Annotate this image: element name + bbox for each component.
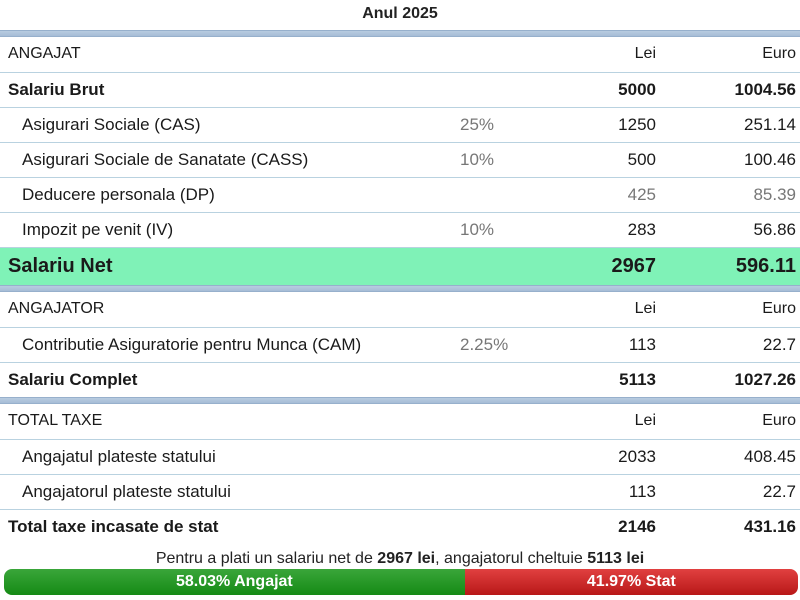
row-euro-value: 1004.56 [660,72,800,108]
summary-sentence: Pentru a plati un salariu net de 2967 le… [0,544,800,574]
table-row-angajatorul-plateste-statului: Angajatorul plateste statului 113 22.7 [0,474,800,510]
euro-column-header: Euro [660,292,800,328]
row-lei-value: 1250 [520,107,660,143]
row-euro-value: 22.7 [660,327,800,363]
row-percent [430,177,520,213]
row-euro-value: 408.45 [660,439,800,475]
row-percent: 10% [430,212,520,248]
row-label: Asigurari Sociale (CAS) [0,107,430,143]
summary-total-value: 5113 lei [587,550,645,567]
row-lei-value: 500 [520,142,660,178]
row-euro-value: 251.14 [660,107,800,143]
euro-column-header: Euro [660,404,800,440]
section-separator [0,397,800,404]
year-title: Anul 2025 [362,5,438,22]
row-percent: 25% [430,107,520,143]
table-row-asigurari-sociale-cas: Asigurari Sociale (CAS) 25% 1250 251.14 [0,107,800,143]
net-salary-row: Salariu Net 2967 596.11 [0,247,800,285]
row-euro-value: 56.86 [660,212,800,248]
section-separator [0,30,800,37]
row-euro-value: 431.16 [744,516,796,536]
row-percent [430,247,520,285]
row-lei-value: 2146 [618,516,656,536]
net-salary-label: Salariu Net [0,247,430,285]
row-percent: 2.25% [430,327,520,363]
row-percent [430,362,520,397]
table-row-deducere-personala-dp: Deducere personala (DP) 425 85.39 [0,177,800,213]
row-label: Contributie Asiguratorie pentru Munca (C… [0,327,430,363]
euro-column-header: Euro [660,37,800,73]
employer-table: ANGAJATOR Lei Euro Contributie Asigurato… [0,292,800,397]
table-row-total-taxe-incasate-de-stat: Total taxe incasate de stat 2146 431.16 [0,509,800,544]
row-label: Angajatorul plateste statului [0,474,430,510]
row-lei-value: 283 [520,212,660,248]
row-lei-value: 5113 [619,369,656,389]
row-label: Salariu Brut [0,72,430,108]
row-euro-value: 85.39 [660,177,800,213]
section-title: TOTAL TAXE [0,404,430,440]
split-bar: 58.03% Angajat 41.97% Stat [4,569,798,595]
row-lei-value: 2033 [520,439,660,475]
row-percent: 10% [430,142,520,178]
employer-header-row: ANGAJATOR Lei Euro [0,292,800,328]
lei-column-header: Lei [520,404,660,440]
row-lei-value: 5000 [520,72,660,108]
row-label: Impozit pe venit (IV) [0,212,430,248]
net-salary-lei: 2967 [520,247,660,285]
table-row-asigurari-sociale-de-sanatate-cass: Asigurari Sociale de Sanatate (CASS) 10% 5… [0,142,800,178]
row-percent [430,509,520,544]
lei-column-header: Lei [520,292,660,328]
table-row-impozit-pe-venit-iv: Impozit pe venit (IV) 10% 283 56.86 [0,212,800,248]
row-label: Salariu Complet [8,369,138,389]
row-lei-value: 113 [520,327,660,363]
lei-column-header: Lei [520,37,660,73]
table-row-salariu-brut: Salariu Brut 5000 1004.56 [0,72,800,108]
taxes-header-row: TOTAL TAXE Lei Euro [0,404,800,440]
net-salary-euro: 596.11 [660,247,800,285]
row-label: Angajatul plateste statului [0,439,430,475]
row-percent [430,439,520,475]
row-label: Asigurari Sociale de Sanatate (CASS) [0,142,430,178]
row-lei-value: 425 [520,177,660,213]
table-row-contributie-asiguratorie-pentru-munca-cam: Contributie Asiguratorie pentru Munca (C… [0,327,800,363]
employee-header-row: ANGAJAT Lei Euro [0,37,800,73]
row-percent [430,474,520,510]
row-euro-value: 22.7 [660,474,800,510]
table-row-salariu-complet: Salariu Complet 5113 1027.26 [0,362,800,397]
row-euro-value: 1027.26 [734,369,796,389]
section-title: ANGAJATOR [0,292,430,328]
table-row-angajatul-plateste-statului: Angajatul plateste statului 2033 408.45 [0,439,800,475]
state-share-segment: 41.97% Stat [464,569,798,595]
summary-net-value: 2967 lei [377,550,436,567]
row-label: Deducere personala (DP) [0,177,430,213]
taxes-table: TOTAL TAXE Lei Euro Angajatul plateste s… [0,404,800,544]
row-label: Total taxe incasate de stat [8,516,219,536]
section-separator [0,285,800,292]
summary-text: , angajatorul cheltuie [435,550,588,567]
section-title: ANGAJAT [0,37,430,73]
row-euro-value: 100.46 [660,142,800,178]
row-percent [430,72,520,108]
employee-table: ANGAJAT Lei Euro Salariu Brut 5000 1004.56… [0,37,800,285]
employee-share-segment: 58.03% Angajat [4,569,465,595]
row-lei-value: 113 [520,474,660,510]
summary-text: Pentru a plati un salariu net de [155,550,378,567]
